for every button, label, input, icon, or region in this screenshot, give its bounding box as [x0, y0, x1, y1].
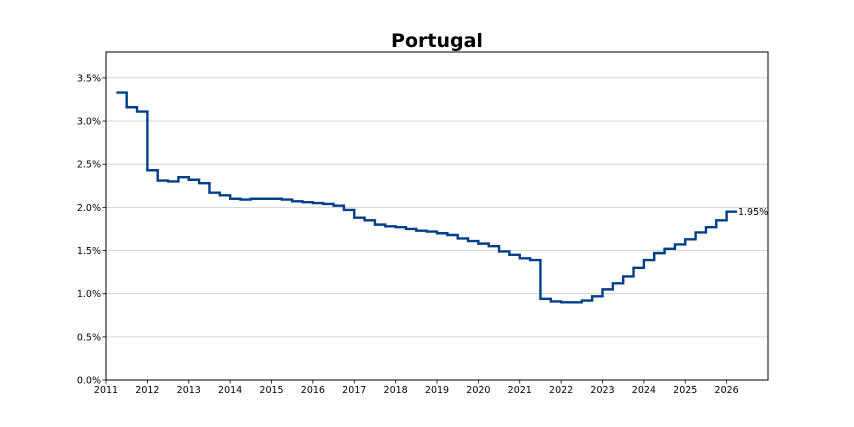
end-value-label: 1.95% — [738, 207, 768, 218]
gridlines — [106, 77, 768, 338]
x-tick-label: 2021 — [508, 385, 532, 396]
y-tick-label: 2.5% — [77, 160, 101, 171]
x-tick-label: 2013 — [177, 385, 201, 396]
x-tick-label: 2022 — [549, 385, 573, 396]
x-tick-label: 2014 — [218, 385, 242, 396]
series-line — [116, 91, 737, 304]
x-tick-label: 2024 — [632, 385, 656, 396]
y-tick-label: 1.0% — [77, 289, 101, 300]
x-tick-label: 2019 — [425, 385, 449, 396]
x-tick-label: 2017 — [342, 385, 366, 396]
x-tick-label: 2012 — [135, 385, 159, 396]
plot-frame — [105, 51, 769, 381]
axes: 0.0% 0.5% 1.0% 1.5% 2.0% 2.5% 3.0% 3.5% 2011 2012… — [77, 73, 739, 396]
x-tick-label: 2026 — [715, 385, 739, 396]
y-tick-label: 2.0% — [77, 203, 101, 214]
chart-title: Portugal — [391, 30, 483, 52]
y-tick-label: 0.5% — [77, 332, 101, 343]
x-tick-label: 2011 — [94, 385, 118, 396]
x-tick-label: 2018 — [384, 385, 408, 396]
x-tick-label: 2020 — [466, 385, 490, 396]
y-tick-label: 0.0% — [77, 376, 101, 387]
y-tick-label: 3.5% — [77, 73, 101, 84]
x-tick-label: 2016 — [301, 385, 325, 396]
series-layer: 1.95% — [116, 91, 768, 304]
y-tick-label: 1.5% — [77, 246, 101, 257]
x-tick-label: 2025 — [673, 385, 697, 396]
x-tick-label: 2023 — [590, 385, 614, 396]
y-tick-label: 3.0% — [77, 117, 101, 128]
x-tick-label: 2015 — [259, 385, 283, 396]
